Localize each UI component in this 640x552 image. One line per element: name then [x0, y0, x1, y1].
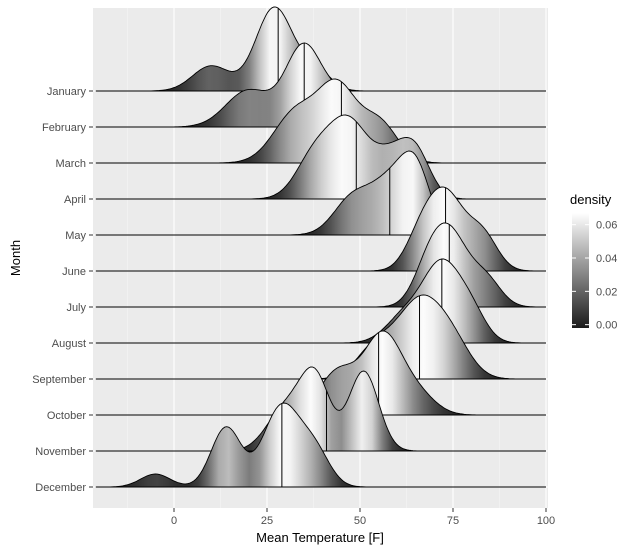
legend-tick-label: 0.02	[596, 286, 617, 298]
legend-tick-label: 0.00	[596, 320, 617, 332]
x-tick-label: 0	[171, 515, 177, 527]
legend-title: density	[570, 192, 612, 207]
ridge-december	[95, 403, 547, 487]
y-tick-label: September	[32, 374, 86, 386]
y-tick-label: August	[52, 338, 86, 350]
legend: density 0.06 0.04 0.02 0.00	[570, 192, 617, 332]
ridge-january	[95, 7, 547, 91]
ridge-march	[95, 79, 547, 163]
y-tick-label: May	[65, 230, 86, 242]
ridge-november	[95, 367, 547, 451]
y-tick-label: February	[42, 122, 87, 134]
y-axis-ticks: January February March April May June July Augu…	[32, 86, 93, 494]
y-tick-label: July	[66, 302, 86, 314]
y-tick-label: January	[47, 86, 87, 98]
y-axis-title: Month	[8, 240, 23, 276]
y-tick-label: April	[64, 194, 86, 206]
y-tick-label: October	[47, 410, 86, 422]
x-axis-ticks: 0 25 50 75 100	[171, 508, 555, 527]
ridge-september	[95, 295, 547, 379]
x-tick-label: 25	[261, 515, 273, 527]
x-tick-label: 75	[447, 515, 459, 527]
ridge-february	[95, 43, 547, 127]
ridge-april	[95, 115, 547, 199]
x-tick-label: 50	[354, 515, 366, 527]
legend-colorbar	[572, 213, 589, 328]
y-tick-label: December	[35, 482, 86, 494]
y-tick-label: November	[35, 446, 86, 458]
ridges	[95, 6, 547, 488]
y-tick-label: March	[55, 158, 86, 170]
legend-tick-label: 0.04	[596, 253, 617, 265]
y-tick-label: June	[62, 266, 86, 278]
x-tick-label: 100	[537, 515, 555, 527]
x-axis-title: Mean Temperature [F]	[256, 530, 384, 545]
legend-tick-label: 0.06	[596, 220, 617, 232]
